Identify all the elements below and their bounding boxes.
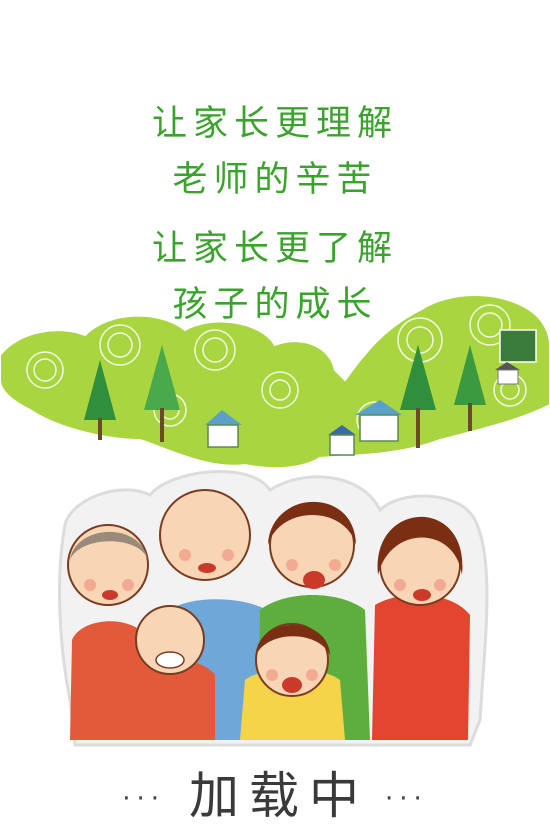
loading-dots-right: ···	[385, 784, 428, 814]
slogan-line-1: 让家长更理解	[151, 104, 398, 144]
slogan-line-3: 让家长更了解	[151, 229, 398, 269]
slogan-line-2: 老师的辛苦	[172, 160, 378, 200]
loading-text: 加载中	[189, 767, 369, 825]
house-icon	[205, 329, 537, 456]
slogan-line-4: 孩子的成长	[172, 285, 378, 325]
loading-dots-left: ···	[122, 784, 165, 814]
family-icon	[58, 470, 489, 747]
loading-indicator: ··· 加载中 ···	[0, 762, 550, 825]
tree-icon	[84, 345, 486, 448]
